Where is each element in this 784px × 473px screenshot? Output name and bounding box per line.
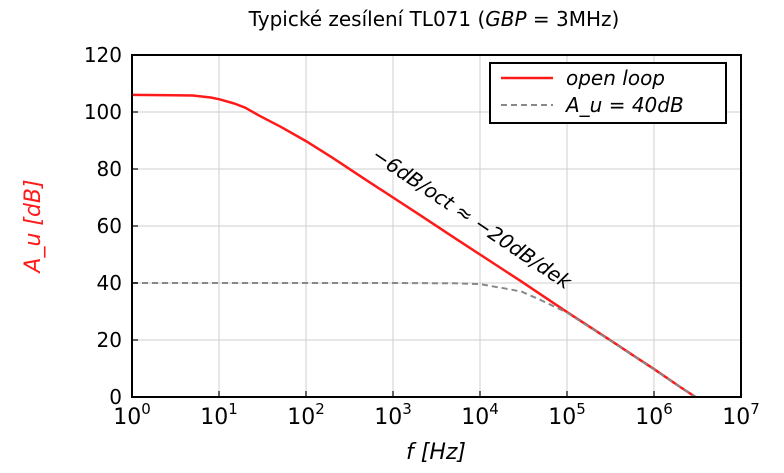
series-au-40db bbox=[132, 282, 697, 398]
x-tick-label: 101 bbox=[200, 400, 238, 430]
y-tick-label: 120 bbox=[84, 43, 122, 67]
slope-annotation: −6dB/oct ≈ −20dB/dek bbox=[368, 143, 578, 295]
x-tick-label: 102 bbox=[287, 400, 325, 430]
x-axis-label: f [Hz] bbox=[406, 440, 466, 465]
y-tick-label: 100 bbox=[84, 100, 122, 124]
y-tick-label: 40 bbox=[97, 271, 122, 295]
x-tick-label: 107 bbox=[722, 400, 760, 430]
legend-box bbox=[489, 62, 727, 124]
y-axis-label: A_u [dB] bbox=[21, 179, 46, 274]
legend-label-au-40db: A_u = 40dB bbox=[564, 93, 684, 117]
y-tick-label: 20 bbox=[97, 328, 122, 352]
series-open-loop bbox=[131, 93, 697, 399]
x-tick-label: 106 bbox=[635, 400, 673, 430]
x-tick-label: 104 bbox=[461, 400, 499, 430]
legend: open loop A_u = 40dB bbox=[489, 62, 727, 124]
y-axis-label-text: A_u [dB] bbox=[21, 179, 46, 274]
plot-area bbox=[131, 93, 697, 399]
chart-title: Typické zesílení TL071 (GBP = 3MHz) bbox=[248, 7, 620, 31]
x-tick-label: 105 bbox=[548, 400, 586, 430]
y-tick-label: 60 bbox=[97, 214, 122, 238]
x-tick-label: 100 bbox=[113, 400, 151, 430]
ticks: 100 101 102 103 104 105 106 107 0 20 40 60 80 100 120 bbox=[84, 43, 760, 430]
legend-label-open-loop: open loop bbox=[566, 66, 665, 90]
x-tick-label: 103 bbox=[374, 400, 412, 430]
y-tick-label: 80 bbox=[97, 157, 122, 181]
x-axis-label-text: f [Hz] bbox=[406, 440, 466, 465]
y-tick-label: 0 bbox=[109, 385, 122, 409]
